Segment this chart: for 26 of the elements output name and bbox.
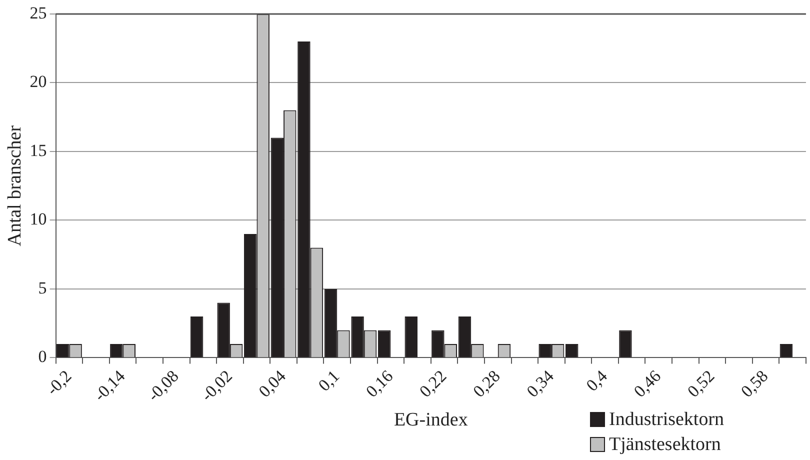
y-tick-label: 0 [38, 347, 47, 366]
legend-label: Tjänstesektorn [609, 433, 721, 457]
bar [190, 316, 204, 358]
x-tick-label: -0,02 [197, 366, 236, 405]
y-tick-label: 15 [30, 140, 47, 160]
bar [619, 330, 632, 358]
x-tick-label: 0,58 [737, 366, 772, 401]
x-tick-label: -0,08 [144, 366, 182, 405]
y-axis-title: Antal branscher [4, 124, 26, 246]
y-tick-label: 25 [30, 3, 47, 22]
bar [404, 316, 418, 358]
y-tick-label: 5 [38, 278, 47, 298]
x-tick-label: 0,46 [630, 366, 665, 401]
y-tick-label: 10 [30, 210, 47, 229]
x-tick-label: 0,34 [522, 366, 558, 401]
x-tick-label: 0,52 [684, 366, 718, 401]
x-tick-label: 0,04 [255, 366, 290, 401]
y-tick-label: 20 [30, 72, 47, 92]
legend-label: Industrisektorn [609, 408, 724, 432]
x-axis-title: EG-index [394, 410, 468, 431]
x-tick-label: 0,1 [314, 366, 344, 395]
x-tick-label: 0,22 [416, 366, 450, 401]
x-tick-label: -0,2 [42, 366, 76, 399]
x-tick-label: 0,16 [362, 366, 397, 401]
x-tick-label: 0,28 [469, 366, 504, 401]
x-tick-label: 0,4 [582, 366, 612, 395]
